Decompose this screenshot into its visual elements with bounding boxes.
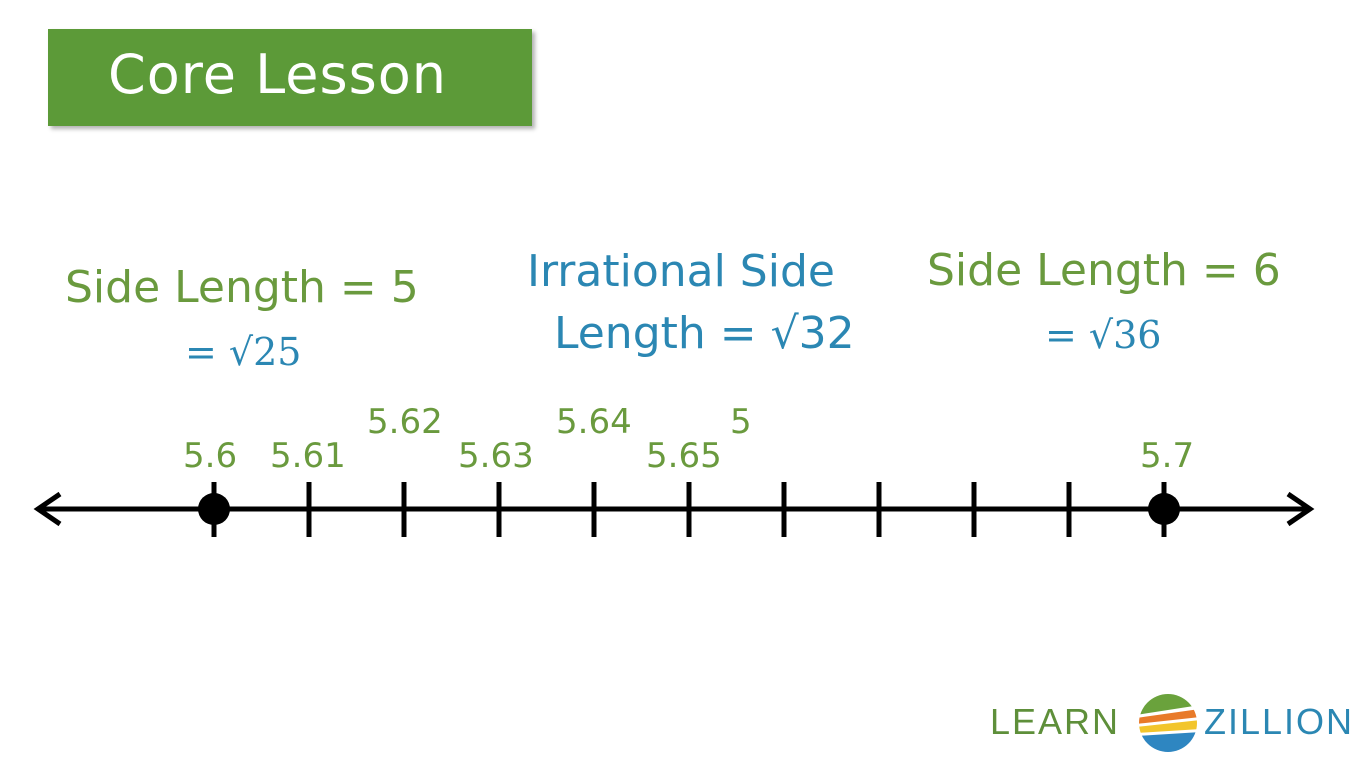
right-sqrt: = √36 bbox=[1045, 313, 1162, 357]
tick-label: 5.63 bbox=[458, 436, 534, 476]
tick-label: 5.62 bbox=[367, 402, 443, 442]
tick-label: 5.61 bbox=[270, 436, 346, 476]
tick-label: 5 bbox=[730, 402, 752, 442]
banner-title: Core Lesson bbox=[108, 43, 448, 106]
logo-right: ZILLION bbox=[1204, 701, 1355, 742]
right-arrow-icon bbox=[1286, 491, 1315, 527]
point-marker bbox=[1148, 493, 1180, 525]
right-heading: Side Length = 6 bbox=[927, 245, 1281, 296]
left-sqrt: = √25 bbox=[185, 330, 302, 374]
tick-label: 5.7 bbox=[1140, 436, 1195, 476]
tick-label: 5.64 bbox=[556, 402, 632, 442]
middle-heading: Irrational Side bbox=[527, 246, 835, 297]
logo-left: LEARN bbox=[990, 701, 1121, 742]
point-marker bbox=[198, 493, 230, 525]
tick-label: 5.65 bbox=[646, 436, 722, 476]
middle-sqrt: Length = √32 bbox=[554, 308, 855, 359]
left-arrow-icon bbox=[33, 491, 62, 527]
tick-label: 5.6 bbox=[183, 436, 238, 476]
left-heading: Side Length = 5 bbox=[65, 262, 419, 313]
logo-globe-icon bbox=[1139, 694, 1197, 752]
core-lesson-banner: Core Lesson bbox=[48, 29, 532, 126]
